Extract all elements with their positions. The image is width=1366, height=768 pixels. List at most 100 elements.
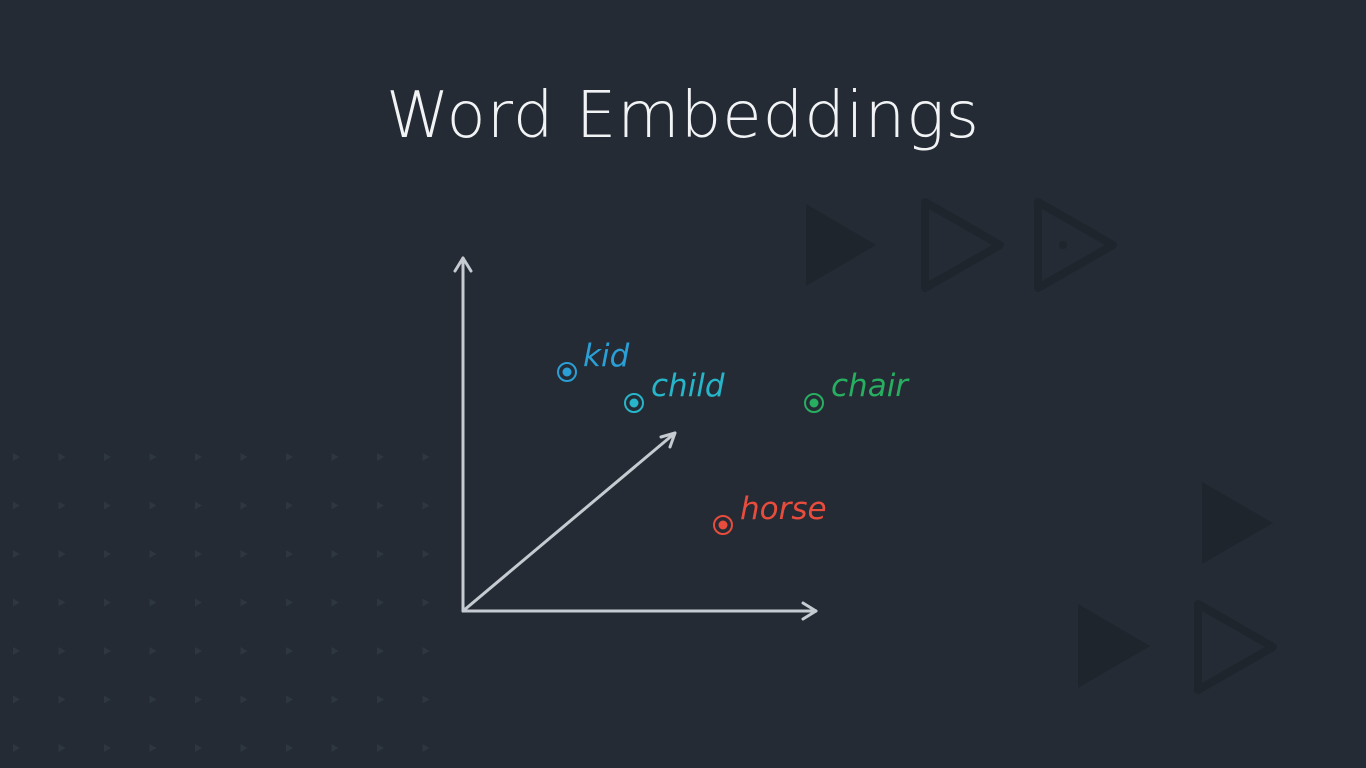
- grid-triangle-icon: [377, 647, 384, 655]
- point-dot: [562, 367, 572, 377]
- grid-triangle-icon: [331, 695, 339, 704]
- grid-triangle-icon: [195, 647, 202, 655]
- grid-triangle-icon: [331, 598, 339, 607]
- play-triangle-icon: [806, 204, 876, 286]
- grid-triangle-icon: [240, 695, 248, 704]
- grid-triangle-icon: [149, 501, 157, 510]
- slide-title: Word Embeddings: [386, 79, 980, 153]
- word-point-horse: horse: [713, 491, 827, 535]
- point-marker: [713, 515, 733, 535]
- word-point-child: child: [624, 368, 725, 413]
- grid-triangle-icon: [13, 744, 20, 752]
- grid-triangle-icon: [377, 453, 384, 461]
- grid-triangle-icon: [240, 453, 248, 461]
- play-triangle-icon: [1202, 482, 1273, 564]
- grid-triangle-icon: [240, 744, 248, 752]
- grid-triangle-icon: [195, 598, 202, 607]
- word-label-child: child: [651, 368, 725, 404]
- point-dot: [809, 398, 819, 408]
- point-marker: [804, 393, 824, 413]
- grid-triangle-icon: [240, 501, 248, 510]
- point-dot: [629, 398, 639, 408]
- grid-triangle-icon: [58, 647, 66, 655]
- grid-triangle-icon: [149, 453, 157, 461]
- grid-triangle-icon: [13, 695, 20, 704]
- grid-triangle-icon: [149, 598, 157, 607]
- grid-triangle-icon: [422, 453, 430, 461]
- grid-triangle-icon: [13, 453, 20, 461]
- grid-triangle-icon: [13, 501, 20, 510]
- point-marker: [624, 393, 644, 413]
- grid-triangle-icon: [331, 453, 339, 461]
- grid-triangle-icon: [331, 647, 339, 655]
- grid-triangle-icon: [195, 744, 202, 752]
- grid-triangle-icon: [13, 598, 20, 607]
- grid-triangle-icon: [104, 453, 111, 461]
- grid-triangle-icon: [286, 647, 293, 655]
- grid-triangle-icon: [422, 695, 430, 704]
- grid-triangle-icon: [195, 501, 202, 510]
- point-marker: [557, 362, 577, 382]
- x-axis-arrow: [461, 601, 818, 621]
- grid-triangle-icon: [104, 598, 111, 607]
- grid-triangle-icon: [286, 695, 293, 704]
- grid-triangle-icon: [13, 550, 20, 558]
- grid-triangle-icon: [58, 501, 66, 510]
- grid-triangle-icon: [422, 501, 430, 510]
- grid-triangle-icon: [422, 550, 430, 558]
- grid-triangle-icon: [377, 598, 384, 607]
- grid-triangle-icon: [104, 501, 111, 510]
- grid-triangle-icon: [331, 550, 339, 558]
- point-dot: [718, 520, 728, 530]
- grid-triangle-icon: [422, 647, 430, 655]
- grid-triangle-icon: [58, 695, 66, 704]
- dot-icon: [1059, 241, 1067, 249]
- grid-triangle-icon: [240, 647, 248, 655]
- grid-triangle-icon: [58, 550, 66, 558]
- grid-triangle-icon: [58, 453, 66, 461]
- y-axis-arrow: [453, 256, 473, 613]
- grid-triangle-icon: [104, 744, 111, 752]
- word-label-chair: chair: [831, 368, 910, 404]
- grid-triangle-icon: [286, 550, 293, 558]
- play-triangle-outline-icon: [921, 198, 1004, 292]
- grid-triangle-icon: [104, 550, 111, 558]
- grid-triangle-icon: [195, 550, 202, 558]
- grid-triangle-icon: [377, 744, 384, 752]
- grid-triangle-icon: [286, 598, 293, 607]
- grid-triangle-icon: [104, 647, 111, 655]
- play-triangle-icon: [1078, 604, 1150, 688]
- word-point-kid: kid: [557, 338, 630, 382]
- grid-triangle-icon: [240, 550, 248, 558]
- z-axis-arrow: [461, 431, 677, 613]
- word-label-horse: horse: [740, 491, 827, 527]
- grid-triangle-icon: [286, 501, 293, 510]
- grid-triangle-icon: [331, 744, 339, 752]
- grid-triangle-icon: [377, 550, 384, 558]
- grid-triangle-icon: [422, 744, 430, 752]
- grid-triangle-icon: [331, 501, 339, 510]
- grid-triangle-icon: [149, 744, 157, 752]
- word-point-chair: chair: [804, 368, 910, 413]
- play-triangle-outline-icon: [1194, 600, 1277, 694]
- grid-triangle-icon: [149, 695, 157, 704]
- grid-triangle-icon: [286, 744, 293, 752]
- grid-triangle-icon: [286, 453, 293, 461]
- grid-triangle-icon: [58, 598, 66, 607]
- grid-triangle-icon: [240, 598, 248, 607]
- grid-triangle-icon: [377, 501, 384, 510]
- grid-triangle-icon: [195, 695, 202, 704]
- grid-triangle-icon: [104, 695, 111, 704]
- grid-triangle-icon: [377, 695, 384, 704]
- play-triangle-outline-icon: [1034, 198, 1117, 292]
- triangle-dot-grid: [13, 453, 430, 752]
- grid-triangle-icon: [58, 744, 66, 752]
- grid-triangle-icon: [149, 647, 157, 655]
- grid-triangle-icon: [422, 598, 430, 607]
- word-label-kid: kid: [583, 338, 630, 374]
- grid-triangle-icon: [195, 453, 202, 461]
- grid-triangle-icon: [13, 647, 20, 655]
